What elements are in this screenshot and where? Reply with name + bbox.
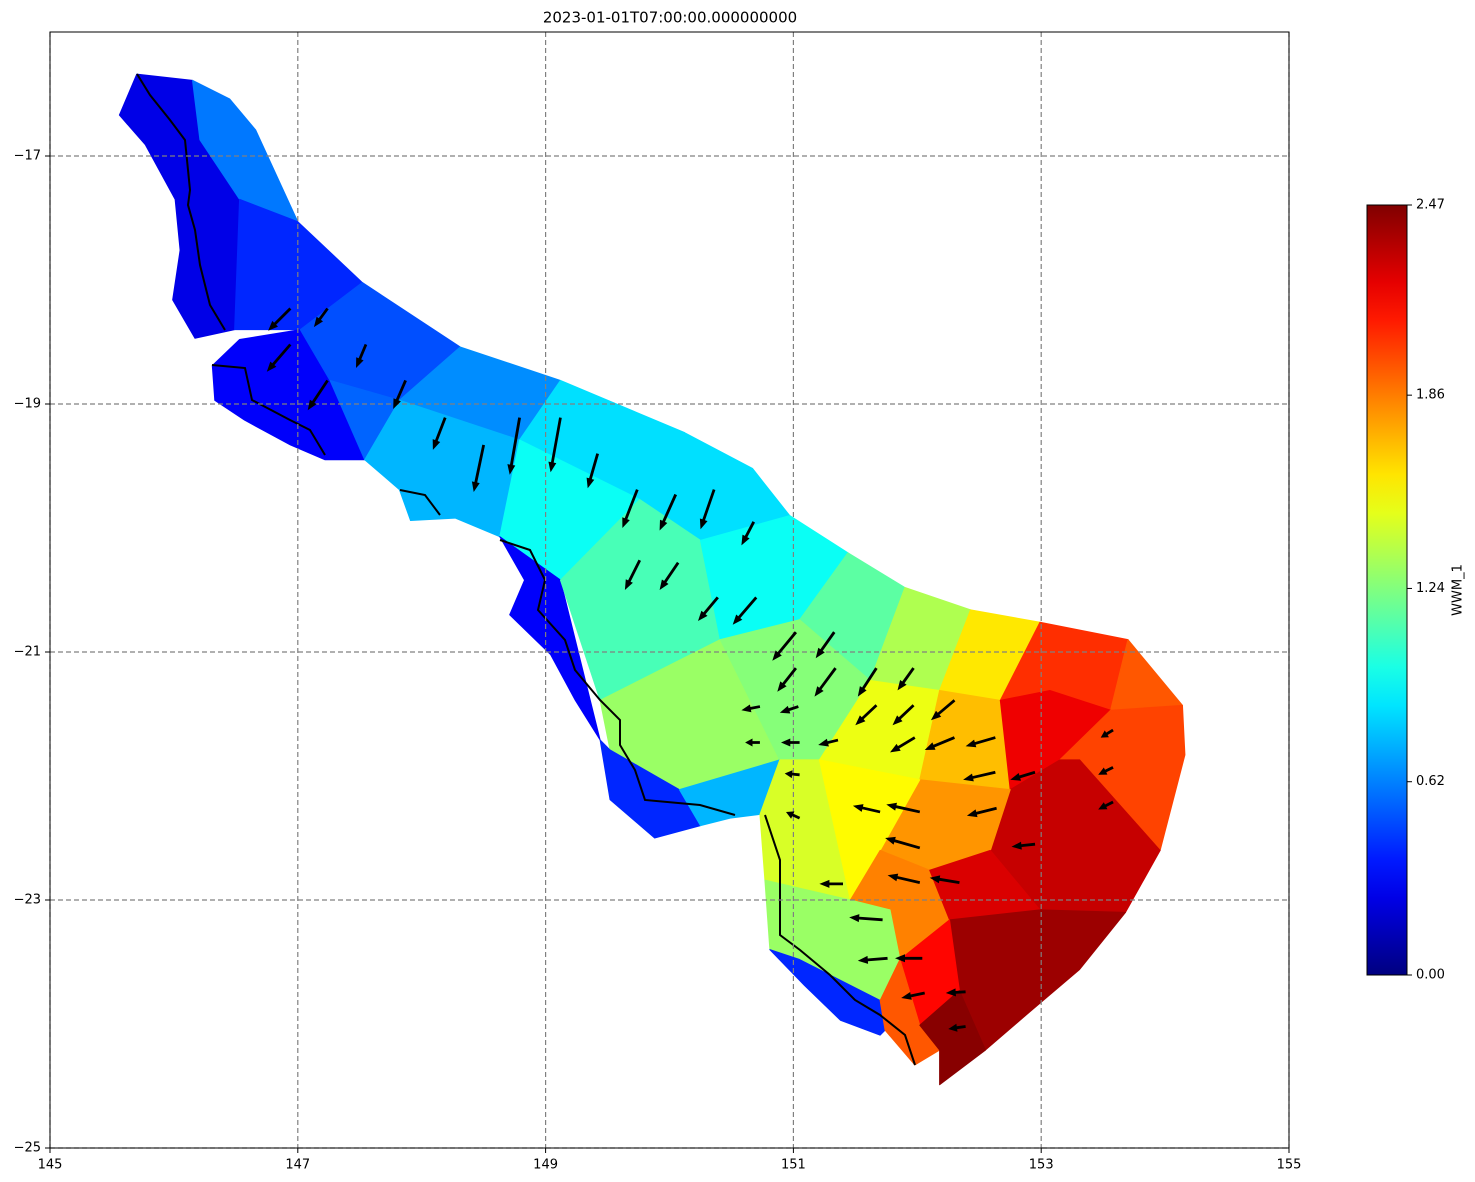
- arrow: [507, 417, 521, 475]
- arrow: [818, 738, 839, 747]
- arrow: [852, 804, 881, 814]
- arrow: [897, 667, 915, 691]
- arrow: [945, 988, 966, 997]
- arrow: [471, 444, 485, 492]
- colorbar-tick-label: 2.47: [1416, 198, 1445, 213]
- y-tick-label: −23: [14, 893, 41, 908]
- colorbar: [1366, 204, 1408, 976]
- arrow: [886, 802, 921, 814]
- arrow: [965, 736, 996, 748]
- arrow: [741, 521, 755, 546]
- x-tick-label: 149: [533, 1158, 558, 1173]
- quiver: [266, 307, 1114, 1032]
- arrow: [548, 417, 562, 473]
- arrow: [815, 631, 836, 659]
- mesh-cell: [678, 759, 781, 827]
- arrow: [741, 704, 761, 713]
- arrow: [432, 417, 447, 450]
- arrow: [1098, 800, 1114, 810]
- arrow: [857, 955, 888, 964]
- colorbar-label: WWM_1: [1451, 564, 1466, 616]
- colorbar-tick-label: 0.62: [1416, 774, 1445, 789]
- field: [118, 73, 1186, 1086]
- y-tick-label: −19: [14, 397, 41, 412]
- arrow: [1098, 766, 1114, 775]
- arrow: [887, 873, 921, 884]
- x-tick-label: 145: [38, 1158, 63, 1173]
- arrow: [890, 736, 916, 753]
- arrow: [624, 559, 641, 590]
- arrow: [732, 596, 758, 625]
- arrow: [777, 667, 797, 692]
- arrow: [819, 879, 843, 888]
- arrow: [266, 343, 292, 372]
- arrow: [855, 704, 878, 726]
- x-tick-label: 147: [285, 1158, 310, 1173]
- arrow: [622, 489, 639, 528]
- y-tick-label: −21: [14, 645, 41, 660]
- arrow: [786, 811, 801, 820]
- arrow: [814, 667, 837, 697]
- arrow: [1011, 841, 1036, 850]
- arrow: [393, 379, 407, 409]
- mesh-cell: [919, 990, 986, 1086]
- arrow: [857, 667, 878, 697]
- colorbar-tick-label: 0.00: [1416, 968, 1445, 983]
- arrow: [930, 699, 956, 721]
- x-tick-label: 151: [781, 1158, 806, 1173]
- y-tick-label: −17: [14, 149, 41, 164]
- arrow: [948, 1023, 966, 1032]
- coast-line: [136, 73, 226, 331]
- axes-frame: [49, 31, 1290, 1149]
- arrow: [929, 875, 960, 884]
- arrow: [313, 307, 329, 328]
- arrow: [745, 738, 760, 747]
- mesh-cell: [211, 329, 366, 461]
- arrow: [659, 493, 677, 531]
- arrow: [966, 806, 997, 818]
- arrow: [698, 596, 719, 621]
- arrow: [892, 704, 915, 726]
- y-tick-label: −25: [14, 1141, 41, 1156]
- arrow: [849, 914, 883, 923]
- mesh-cell: [499, 536, 601, 741]
- arrow: [901, 991, 925, 1000]
- arrow: [356, 343, 368, 368]
- arrow: [924, 736, 955, 750]
- arrow: [885, 836, 921, 850]
- arrow: [963, 770, 996, 782]
- colorbar-tick-label: 1.24: [1416, 581, 1445, 596]
- arrow: [1010, 770, 1036, 781]
- arrow: [586, 453, 599, 489]
- x-tick-label: 155: [1277, 1158, 1302, 1173]
- arrow: [784, 770, 800, 779]
- chart-title: 2023-01-01T07:00:00.000000000: [543, 9, 797, 27]
- arrow: [781, 738, 800, 747]
- arrow: [699, 489, 716, 530]
- arrow: [895, 954, 923, 963]
- coast-line: [399, 489, 441, 516]
- colorbar-tick-label: 1.86: [1416, 388, 1445, 403]
- arrow: [1100, 728, 1114, 738]
- mesh-cell: [769, 949, 886, 1036]
- arrow: [307, 379, 329, 411]
- arrow: [772, 631, 797, 661]
- arrow: [659, 561, 680, 590]
- x-tick-label: 153: [1029, 1158, 1054, 1173]
- arrow: [268, 307, 292, 331]
- arrow: [779, 705, 799, 714]
- coastline: [136, 73, 916, 1066]
- coast-line: [764, 814, 916, 1066]
- coast-line: [211, 364, 326, 456]
